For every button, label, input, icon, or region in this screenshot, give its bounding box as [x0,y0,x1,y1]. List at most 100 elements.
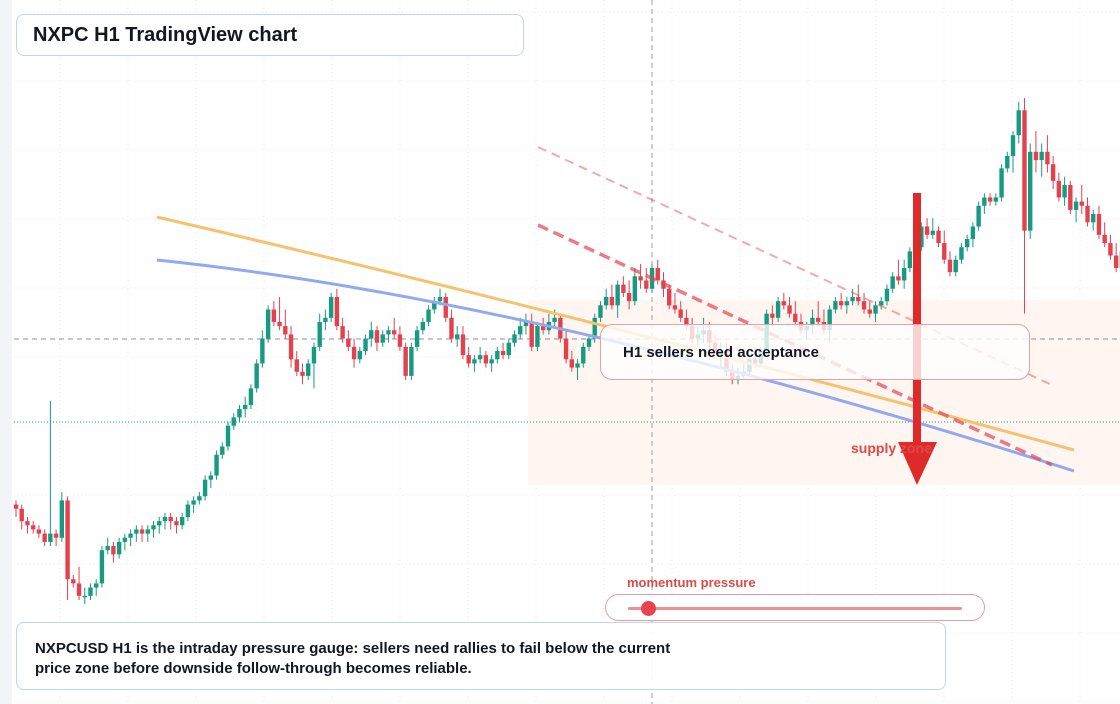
candle-bullish [208,475,214,480]
candle-bullish [306,363,311,376]
candle-bearish [987,197,993,202]
candle-bearish [174,521,179,526]
candle-bearish [838,301,844,306]
candle-bullish [592,317,597,339]
candle-bearish [403,346,408,376]
candle-bullish [506,342,511,356]
candle-bullish [477,355,483,360]
candle-bearish [644,280,649,289]
candle-bullish [603,297,609,306]
candle-bullish [489,359,494,364]
candle-bullish [162,517,168,522]
candle-bullish [185,504,191,517]
candle-bearish [896,276,901,281]
candle-bullish [953,259,958,273]
chart-title: NXPC H1 TradingView chart [16,14,524,56]
candle-bullish [844,301,850,306]
candle-bullish [890,276,895,289]
candle-bearish [1079,201,1084,206]
candle-bullish [930,230,935,235]
candle-bearish [609,297,615,306]
candle-bullish [959,247,964,260]
candle-bearish [71,579,76,584]
candle-bearish [1108,243,1113,256]
candle-bearish [300,371,305,376]
candle-bullish [993,197,999,202]
candle-bullish [982,197,987,206]
candle-bullish [964,238,970,248]
candle-bullish [116,541,122,555]
candle-bullish [323,317,328,322]
candle-bullish [191,500,196,505]
candle-bearish [793,313,798,322]
candle-bearish [936,230,941,244]
candle-bullish [317,321,322,347]
candle-bullish [94,583,99,588]
candle-bearish [111,546,116,555]
momentum-gauge-knob[interactable] [641,601,657,616]
candle-bullish [409,346,414,376]
candle-bearish [449,317,454,339]
candle-bearish [1113,255,1119,268]
candle-bearish [924,226,930,235]
candle-bearish [76,583,82,596]
candle-bullish [157,521,162,526]
candle-bullish [432,301,437,310]
candle-bullish [1010,135,1016,156]
candle-bullish [833,301,838,310]
candle-bullish [495,351,500,360]
candle-bearish [1022,110,1027,231]
candle-bearish [25,521,30,526]
candle-bearish [816,317,821,322]
momentum-gauge-track [628,607,962,610]
candle-bearish [1056,180,1062,198]
candle-bearish [283,326,288,335]
candle-bearish [288,334,294,360]
candle-bullish [82,595,87,598]
candle-bearish [672,305,678,310]
candle-bullish [884,288,890,302]
candle-bullish [243,404,248,410]
candle-bullish [134,529,139,534]
candle-bullish [455,334,460,339]
candle-bullish [248,388,254,405]
candle-bullish [775,301,781,318]
momentum-gauge [605,594,985,621]
candle-bullish [254,363,259,389]
candle-bearish [770,313,775,318]
candle-bullish [879,301,884,306]
candle-bearish [684,317,689,327]
candle-bearish [483,355,489,364]
candle-bullish [523,321,529,327]
candle-bearish [1102,234,1107,244]
candle-bullish [225,425,231,447]
supply-zone-label: supply zone [851,440,932,456]
candle-bullish [970,226,976,239]
candle-bearish [294,359,299,372]
candle-bullish [179,517,185,526]
candle-bearish [53,533,59,538]
candle-bearish [1068,185,1073,210]
candle-bullish [535,326,540,347]
candle-bearish [867,309,872,314]
candle-bullish [472,359,477,364]
candle-bullish [48,533,53,542]
candle-bearish [271,309,277,322]
candle-bullish [827,309,832,331]
candle-bullish [369,330,374,339]
candle-bearish [351,346,357,360]
candle-bullish [311,346,317,364]
candle-bearish [139,529,145,534]
candle-bullish [214,454,219,476]
candle-bearish [346,338,351,347]
candle-bearish [856,297,861,302]
candle-bearish [500,351,506,356]
candle-bullish [414,330,420,347]
candle-bearish [621,284,626,293]
candle-bullish [1091,214,1096,223]
candle-bearish [667,288,672,306]
candle-bullish [128,533,133,538]
candle-bullish [99,550,105,584]
candle-bearish [374,330,380,343]
candle-bearish [460,334,466,356]
